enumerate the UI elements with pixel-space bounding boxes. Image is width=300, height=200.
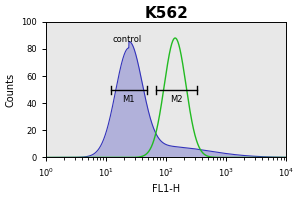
Y-axis label: Counts: Counts: [6, 73, 16, 107]
Title: K562: K562: [144, 6, 188, 21]
Text: M1: M1: [123, 95, 135, 104]
Text: M2: M2: [170, 95, 183, 104]
X-axis label: FL1-H: FL1-H: [152, 184, 180, 194]
Text: control: control: [112, 35, 141, 44]
